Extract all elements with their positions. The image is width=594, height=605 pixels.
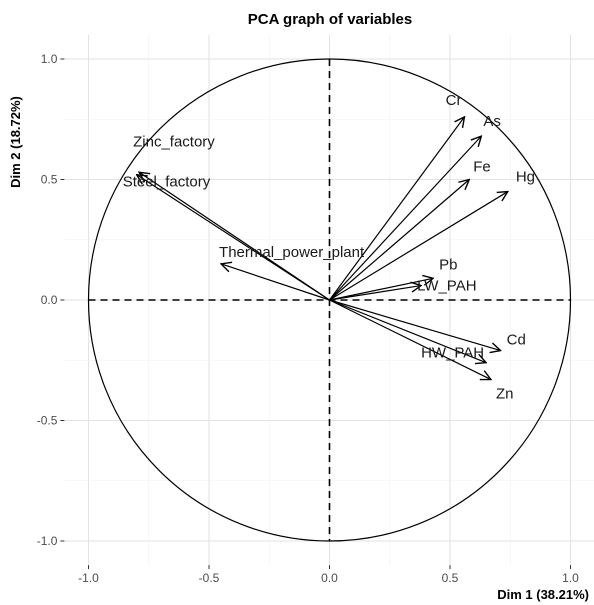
- arrow-thermal-power-plant: [221, 264, 330, 301]
- x-tick-label: 1.0: [562, 571, 579, 585]
- arrow-as: [329, 136, 482, 301]
- label-zinc-factory: Zinc_factory: [133, 133, 215, 150]
- x-axis-ticks: -1.0 -0.5 0.0 0.5 1.0: [78, 565, 579, 585]
- arrow-steel-factory: [137, 175, 330, 301]
- variable-arrows: [137, 117, 508, 380]
- label-steel-factory: Steel_factory: [123, 174, 211, 191]
- x-tick-label: -0.5: [199, 571, 220, 585]
- label-hg: Hg: [516, 169, 535, 186]
- arrow-zn: [329, 299, 491, 380]
- label-cd: Cd: [507, 332, 526, 349]
- correlation-circle: [87, 58, 572, 542]
- label-as: As: [483, 113, 501, 130]
- y-tick-label: -1.0: [37, 534, 58, 548]
- label-pb: Pb: [439, 256, 457, 273]
- arrow-lw-pah: [329, 286, 422, 301]
- y-axis-title: Dim 2 (18.72%): [8, 96, 23, 188]
- correlation-circle-layer: [87, 58, 572, 542]
- arrow-cd: [329, 299, 501, 351]
- y-tick-label: 0.5: [41, 173, 58, 187]
- label-thermal-power-plant: Thermal_power_plant: [219, 244, 365, 261]
- arrow-cr: [329, 117, 465, 301]
- chart-title: PCA graph of variables: [248, 11, 413, 28]
- x-tick-label: 0.0: [321, 571, 338, 585]
- label-fe: Fe: [473, 159, 491, 176]
- y-tick-label: -0.5: [37, 414, 58, 428]
- y-tick-label: 1.0: [41, 52, 58, 66]
- x-axis-title: Dim 1 (38.21%): [497, 587, 589, 602]
- x-tick-label: -1.0: [78, 571, 99, 585]
- x-tick-label: 0.5: [442, 571, 459, 585]
- y-tick-label: 0.0: [41, 293, 58, 307]
- label-zn: Zn: [496, 386, 514, 403]
- label-hw-pah: HW_PAH: [421, 345, 484, 362]
- label-cr: Cr: [446, 92, 462, 109]
- arrow-hg: [329, 192, 508, 301]
- label-lw-pah: LW_PAH: [417, 278, 476, 295]
- variable-labels: Cr As Fe Hg Pb LW_PAH Cd HW_PAH Zn Zinc_factory St…: [123, 92, 535, 403]
- arrow-hw-pah: [329, 299, 487, 363]
- arrow-fe: [329, 180, 470, 301]
- y-axis-ticks: -1.0 -0.5 0.0 0.5 1.0: [37, 52, 65, 548]
